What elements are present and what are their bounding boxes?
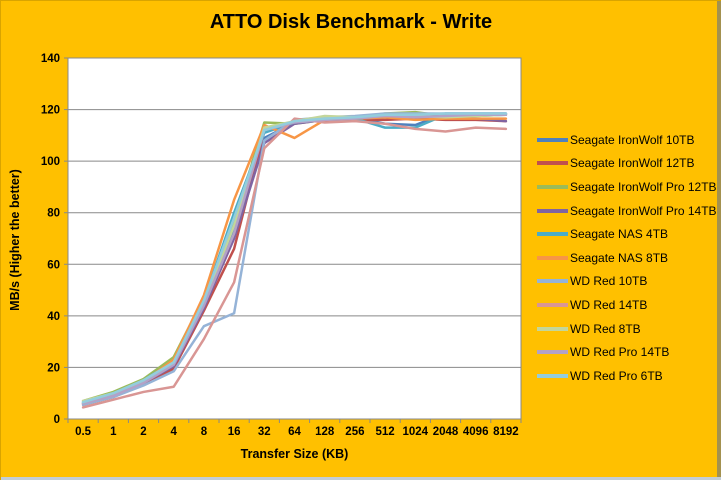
series-line-wd-red-pro-6tb xyxy=(81,112,508,404)
chart-title: ATTO Disk Benchmark - Write xyxy=(209,11,493,33)
legend-swatch xyxy=(537,161,568,166)
legend-label: Seagate IronWolf Pro 14TB xyxy=(570,203,717,218)
legend-label: WD Red 14TB xyxy=(570,297,648,312)
legend-label: Seagate IronWolf 10TB xyxy=(570,132,695,147)
y-tick-label: 140 xyxy=(41,53,60,65)
x-tick-label: 2 xyxy=(140,426,146,438)
y-tick-label: 120 xyxy=(41,105,60,117)
legend-swatch xyxy=(537,350,568,355)
legend-item: WD Red 10TB xyxy=(537,270,721,294)
legend-swatch xyxy=(537,232,568,237)
legend-item: WD Red Pro 6TB xyxy=(537,364,721,388)
x-tick-label: 16 xyxy=(228,426,241,438)
legend-label: Seagate NAS 4TB xyxy=(570,227,669,242)
x-tick-label: 256 xyxy=(345,426,364,438)
window-edge-right xyxy=(717,1,721,480)
legend-item: Seagate NAS 8TB xyxy=(537,246,721,270)
x-tick-label: 0.5 xyxy=(75,426,92,438)
x-tick-label: 8 xyxy=(201,426,208,438)
legend-item: Seagate IronWolf 10TB xyxy=(537,128,721,152)
x-tick-label: 4 xyxy=(170,426,177,438)
legend-swatch xyxy=(537,208,568,213)
legend-item: Seagate IronWolf 12TB xyxy=(537,152,721,176)
y-tick-label: 20 xyxy=(47,362,60,374)
legend-swatch xyxy=(537,326,568,331)
legend-item: WD Red 8TB xyxy=(537,317,721,341)
legend-swatch xyxy=(537,373,568,378)
legend: Seagate IronWolf 10TB Seagate IronWolf 12… xyxy=(537,128,721,388)
legend-item: Seagate IronWolf Pro 14TB xyxy=(537,199,721,223)
legend-label: WD Red Pro 14TB xyxy=(570,345,670,360)
legend-item: Seagate IronWolf Pro 12TB xyxy=(537,175,721,199)
x-axis-title: Transfer Size (KB) xyxy=(240,447,349,461)
legend-item: WD Red 14TB xyxy=(537,293,721,317)
legend-label: Seagate NAS 8TB xyxy=(570,250,669,265)
x-tick-label: 512 xyxy=(376,426,395,438)
y-tick-label: 40 xyxy=(47,311,60,323)
x-tick-label: 8192 xyxy=(493,426,519,438)
legend-label: Seagate IronWolf Pro 12TB xyxy=(570,179,717,194)
legend-swatch xyxy=(537,137,568,142)
window-edge-bottom xyxy=(1,477,721,480)
y-tick-label: 0 xyxy=(54,414,60,426)
x-tick-label: 128 xyxy=(315,426,335,438)
x-tick-label: 2048 xyxy=(433,426,459,438)
y-tick-label: 60 xyxy=(47,259,60,271)
y-tick-label: 80 xyxy=(47,208,60,220)
legend-label: WD Red 10TB xyxy=(570,274,648,289)
plot-background xyxy=(67,57,522,420)
legend-item: Seagate NAS 4TB xyxy=(537,222,721,246)
x-tick-label: 32 xyxy=(258,426,271,438)
legend-swatch xyxy=(537,255,568,260)
legend-swatch xyxy=(537,279,568,284)
x-tick-label: 4096 xyxy=(463,426,489,438)
legend-swatch xyxy=(537,302,568,307)
legend-swatch xyxy=(537,184,568,189)
x-tick-label: 1024 xyxy=(403,426,429,438)
legend-label: WD Red Pro 6TB xyxy=(570,368,663,383)
legend-item: WD Red Pro 14TB xyxy=(537,340,721,364)
y-tick-label: 100 xyxy=(41,156,60,168)
series-line-wd-red-14tb xyxy=(81,117,508,409)
legend-label: WD Red 8TB xyxy=(570,321,641,336)
x-tick-label: 64 xyxy=(288,426,301,438)
legend-label: Seagate IronWolf 12TB xyxy=(570,156,695,171)
x-tick-label: 1 xyxy=(110,426,117,438)
